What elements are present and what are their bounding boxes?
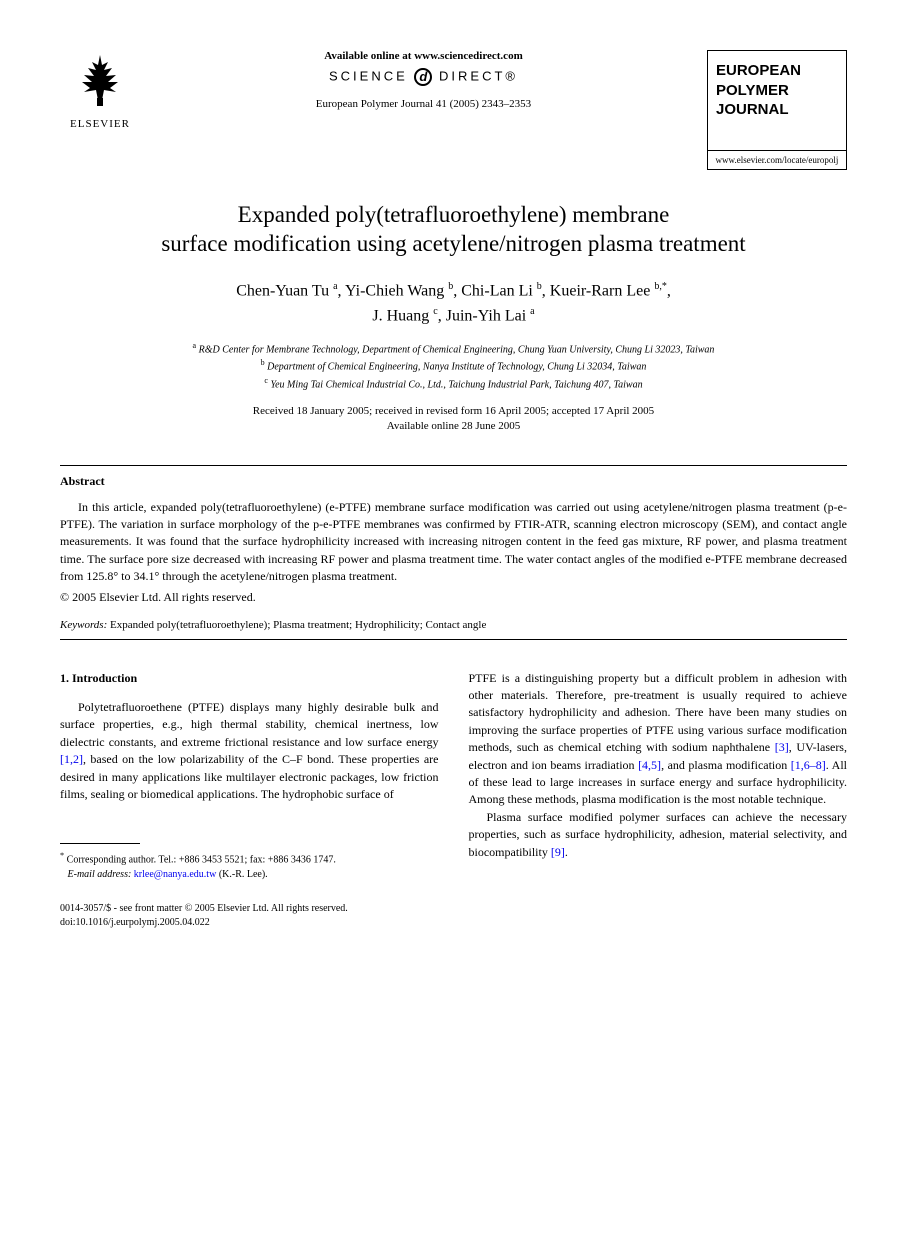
ref-link-9[interactable]: [9] <box>551 845 565 859</box>
journal-name-l1: EUROPEAN <box>716 61 838 81</box>
email-label: E-mail address: <box>68 869 132 880</box>
ref-link-1-2[interactable]: [1,2] <box>60 752 83 766</box>
journal-name-l3: JOURNAL <box>716 100 838 120</box>
corresponding-footnote: * Corresponding author. Tel.: +886 3453 … <box>60 850 439 881</box>
abstract-copyright: © 2005 Elsevier Ltd. All rights reserved… <box>60 590 847 605</box>
ref-link-3[interactable]: [3] <box>775 740 789 754</box>
abstract-heading: Abstract <box>60 474 847 489</box>
journal-name-l2: POLYMER <box>716 81 838 101</box>
authors: Chen-Yuan Tu a, Yi-Chieh Wang b, Chi-Lan… <box>60 279 847 328</box>
citation: European Polymer Journal 41 (2005) 2343–… <box>160 98 687 110</box>
issn-line: 0014-3057/$ - see front matter © 2005 El… <box>60 902 847 916</box>
intro-para-2: Plasma surface modified polymer surfaces… <box>469 809 848 861</box>
author-3: , Chi-Lan Li <box>453 283 537 300</box>
author-5: J. Huang <box>372 307 433 324</box>
keywords: Keywords: Expanded poly(tetrafluoroethyl… <box>60 619 847 631</box>
doi-line: doi:10.1016/j.eurpolymj.2005.04.022 <box>60 916 847 930</box>
title-line-1: Expanded poly(tetrafluoroethylene) membr… <box>238 202 670 227</box>
title-line-2: surface modification using acetylene/nit… <box>161 231 745 256</box>
affiliation-c: Yeu Ming Tai Chemical Industrial Co., Lt… <box>270 379 642 390</box>
dates-received: Received 18 January 2005; received in re… <box>253 405 654 417</box>
right-column: PTFE is a distinguishing property but a … <box>469 670 848 882</box>
sd-left: SCIENCE <box>329 68 408 83</box>
article-title: Expanded poly(tetrafluoroethylene) membr… <box>60 200 847 260</box>
available-online-text: Available online at www.sciencedirect.co… <box>160 50 687 62</box>
body-columns: 1. Introduction Polytetrafluoroethene (P… <box>60 670 847 882</box>
abstract-text: In this article, expanded poly(tetrafluo… <box>60 499 847 586</box>
intro-text-2b: . <box>565 845 568 859</box>
corr-email-who: (K.-R. Lee). <box>216 869 267 880</box>
ref-link-1-6-8[interactable]: [1,6–8] <box>791 758 826 772</box>
publisher-logo: ELSEVIER <box>60 50 140 130</box>
intro-text-1a: Polytetrafluoroethene (PTFE) displays ma… <box>60 700 439 749</box>
divider <box>60 639 847 640</box>
intro-text-1b: , based on the low polarizability of the… <box>60 752 439 801</box>
journal-box: EUROPEAN POLYMER JOURNAL www.elsevier.co… <box>707 50 847 170</box>
author-6-aff: a <box>530 306 534 317</box>
keywords-label: Keywords: <box>60 619 107 631</box>
intro-text-rc: , and plasma modification <box>661 758 791 772</box>
intro-text-2a: Plasma surface modified polymer surfaces… <box>469 810 848 859</box>
author-6: , Juin-Yih Lai <box>438 307 530 324</box>
journal-url[interactable]: www.elsevier.com/locate/europolj <box>708 151 846 169</box>
intro-para-1: Polytetrafluoroethene (PTFE) displays ma… <box>60 699 439 803</box>
corr-email[interactable]: krlee@nanya.edu.tw <box>134 869 217 880</box>
ref-link-4-5[interactable]: [4,5] <box>638 758 661 772</box>
sciencedirect-logo: SCIENCE d DIRECT® <box>160 68 687 86</box>
intro-para-1-cont: PTFE is a distinguishing property but a … <box>469 670 848 809</box>
bottom-info: 0014-3057/$ - see front matter © 2005 El… <box>60 902 847 930</box>
elsevier-tree-icon <box>70 50 130 110</box>
corr-text: Corresponding author. Tel.: +886 3453 55… <box>67 855 336 866</box>
affiliation-a: R&D Center for Membrane Technology, Depa… <box>199 344 715 355</box>
introduction-heading: 1. Introduction <box>60 670 439 687</box>
footnote-rule <box>60 843 140 844</box>
keywords-text: Expanded poly(tetrafluoroethylene); Plas… <box>107 619 486 631</box>
author-2: , Yi-Chieh Wang <box>338 283 449 300</box>
divider <box>60 465 847 466</box>
sd-right: DIRECT® <box>439 68 518 83</box>
affiliations: a R&D Center for Membrane Technology, De… <box>60 340 847 392</box>
left-column: 1. Introduction Polytetrafluoroethene (P… <box>60 670 439 882</box>
comma: , <box>667 283 671 300</box>
journal-title: EUROPEAN POLYMER JOURNAL <box>708 51 846 151</box>
article-dates: Received 18 January 2005; received in re… <box>60 404 847 435</box>
publisher-name: ELSEVIER <box>60 118 140 130</box>
sd-d-icon: d <box>414 68 432 86</box>
author-1: Chen-Yuan Tu <box>236 283 333 300</box>
author-4-aff: b,* <box>654 281 667 292</box>
affiliation-b: Department of Chemical Engineering, Nany… <box>267 362 646 373</box>
dates-online: Available online 28 June 2005 <box>387 420 521 432</box>
header-row: ELSEVIER Available online at www.science… <box>60 50 847 170</box>
author-4: , Kueir-Rarn Lee <box>542 283 655 300</box>
header-center: Available online at www.sciencedirect.co… <box>140 50 707 110</box>
